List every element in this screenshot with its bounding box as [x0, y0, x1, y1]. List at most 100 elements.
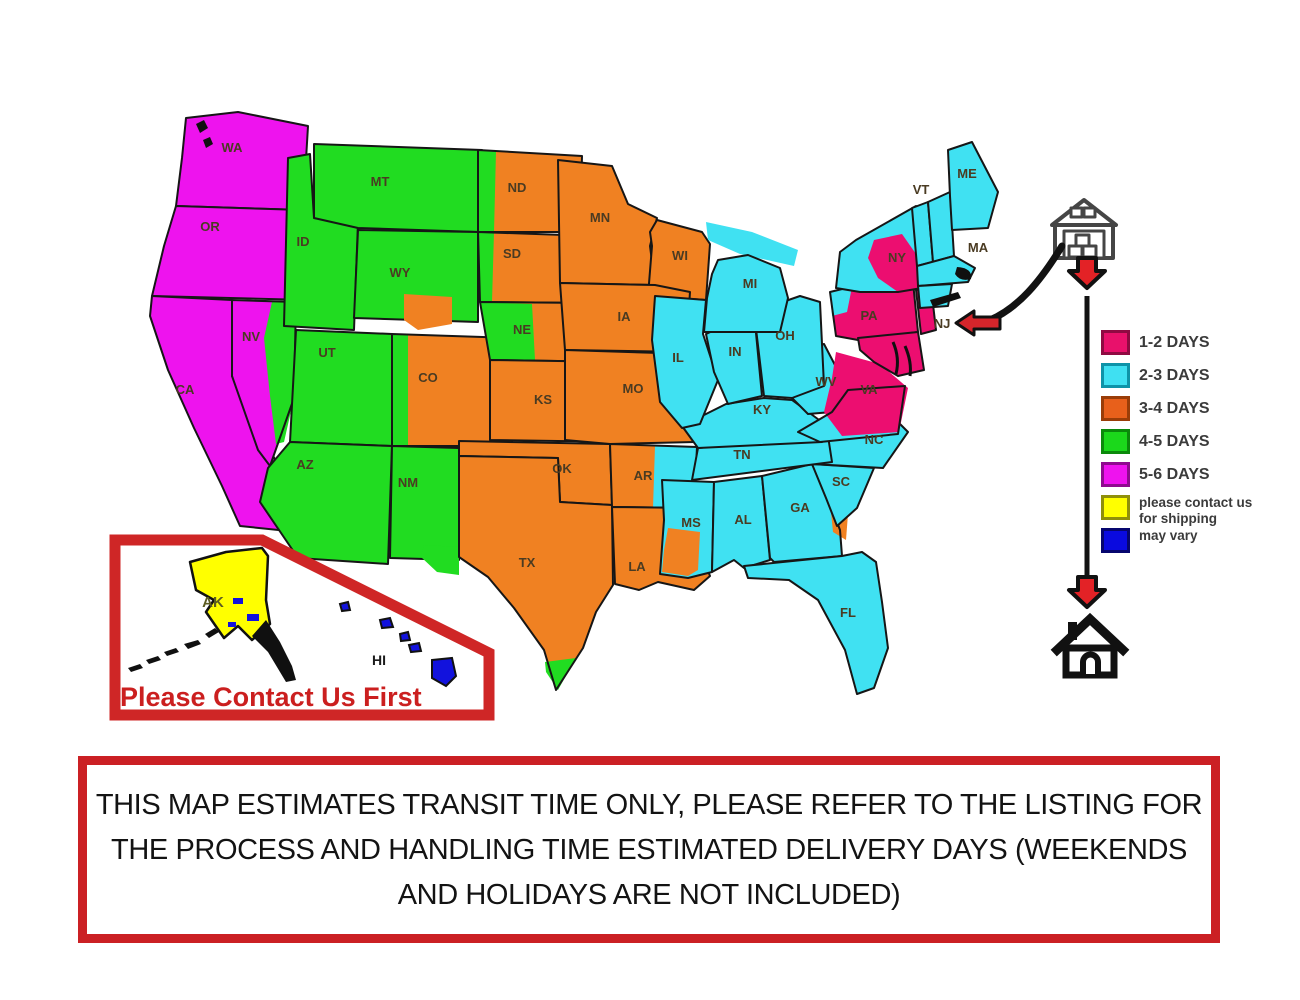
legend-item-z56: 5-6 DAYS [1101, 462, 1257, 487]
legend-swatch-z45 [1101, 429, 1130, 454]
state-label-OR: OR [200, 219, 220, 234]
coast-decorations [196, 120, 972, 377]
legend-swatch-z12 [1101, 330, 1130, 355]
state-SC [812, 464, 874, 526]
state-NE-patch-0 [480, 302, 535, 360]
legend-swatch-z56 [1101, 462, 1130, 487]
state-label-IN: IN [729, 344, 742, 359]
state-OH-border [753, 295, 825, 399]
state-label-TN: TN [733, 447, 750, 462]
state-ND-patch-0 [478, 150, 496, 232]
state-WA [176, 112, 308, 210]
state-NY-patch-0 [868, 234, 922, 292]
legend-swatch-zcontact [1101, 495, 1130, 520]
state-MI [704, 255, 788, 332]
state-NM [390, 446, 459, 560]
puget-sound-islands [196, 120, 213, 148]
state-WY-border [353, 229, 479, 323]
state-label-NJ: NJ [934, 316, 951, 331]
state-label-VT: VT [913, 182, 930, 197]
arrow-left-icon [954, 309, 1002, 337]
state-OK [459, 441, 612, 505]
state-label-SC: SC [832, 474, 851, 489]
state-MI-border [703, 254, 789, 333]
state-MD [858, 332, 924, 376]
state-label-OH: OH [775, 328, 795, 343]
state-OR [152, 206, 308, 300]
chesapeake-bay [891, 341, 912, 377]
state-SD-patch-0 [478, 232, 494, 302]
legend-label-z12: 1-2 DAYS [1139, 333, 1210, 351]
state-MN [558, 160, 657, 285]
state-label-LA: LA [628, 559, 646, 574]
state-KY [682, 398, 830, 448]
state-VT [912, 202, 933, 266]
aleutian-islands [128, 628, 219, 672]
inset-caption: Please Contact Us First [120, 682, 422, 712]
state-MT [314, 144, 482, 232]
state-TX-patch-1 [421, 545, 459, 575]
state-FL-border [743, 551, 889, 695]
inset-box: AK HI [109, 534, 495, 721]
state-MI-patch-0 [706, 222, 798, 266]
state-TX-patch-0 [545, 658, 576, 690]
legend-swatch-z23 [1101, 363, 1130, 388]
disclaimer-line: THIS MAP ESTIMATES TRANSIT TIME ONLY, PL… [95, 789, 1203, 821]
alaska-panhandle [252, 620, 296, 682]
state-labels-layer: WA OR CA NV ID MT WY UT AZ NM CO ND SD NE KS OK TX MN WI IA… [176, 140, 989, 620]
state-FL [744, 552, 888, 694]
state-label-WY: WY [390, 265, 411, 280]
disclaimer-line: AND HOLIDAYS ARE NOT INCLUDED) [397, 879, 901, 911]
legend-item-zvary: may vary [1101, 528, 1257, 553]
state-ME [948, 142, 998, 230]
state-MA-border [916, 255, 976, 287]
state-label-WI: WI [672, 248, 688, 263]
legend-item-z12: 1-2 DAYS [1101, 330, 1257, 355]
curved-arrow [986, 242, 1066, 324]
state-label-TX: TX [519, 555, 536, 570]
state-ID [284, 154, 358, 330]
hawaii-islands [338, 600, 458, 688]
state-label-IA: IA [618, 309, 632, 324]
state-CO-patch-1 [404, 294, 452, 330]
state-label-NY: NY [888, 250, 906, 265]
state-label-ND: ND [508, 180, 527, 195]
state-label-AL: AL [734, 512, 751, 527]
state-label-NE: NE [513, 322, 531, 337]
state-NH [928, 192, 954, 262]
state-label-NM: NM [398, 475, 418, 490]
state-label-WV: WV [816, 374, 837, 389]
legend-label-zcontact: please contact us for shipping [1139, 495, 1253, 526]
legend: 1-2 DAYS 2-3 DAYS 3-4 DAYS 4-5 DAYS 5-6 DAYS… [1101, 330, 1257, 554]
legend-swatch-z34 [1101, 396, 1130, 421]
state-label-OK: OK [552, 461, 572, 476]
legend-swatch-zvary [1101, 528, 1130, 553]
alaska-blue-patches [228, 598, 259, 627]
state-MD-border [857, 331, 925, 377]
legend-label-zvary: may vary [1139, 528, 1198, 543]
house-icon [1050, 612, 1130, 679]
legend-label-z34: 3-4 DAYS [1139, 399, 1210, 417]
state-label-MS: MS [681, 515, 701, 530]
state-label-CO: CO [418, 370, 438, 385]
state-CA [150, 296, 300, 532]
state-TX-border [458, 455, 614, 691]
state-label-SD: SD [503, 246, 521, 261]
state-label-MI: MI [743, 276, 757, 291]
state-label-MT: MT [371, 174, 390, 189]
long-island [930, 292, 961, 307]
legend-item-z34: 3-4 DAYS [1101, 396, 1257, 421]
state-PA-patch-0 [830, 287, 852, 316]
state-label-GA: GA [790, 500, 810, 515]
legend-item-z23: 2-3 DAYS [1101, 363, 1257, 388]
legend-item-z45: 4-5 DAYS [1101, 429, 1257, 454]
state-label-AZ: AZ [296, 457, 313, 472]
arrow-down-top-icon [1067, 256, 1107, 290]
states-layer [149, 111, 999, 695]
state-label-FL: FL [840, 605, 856, 620]
state-label-NV: NV [242, 329, 260, 344]
state-VA-border [797, 385, 906, 443]
cape-cod [955, 267, 972, 280]
